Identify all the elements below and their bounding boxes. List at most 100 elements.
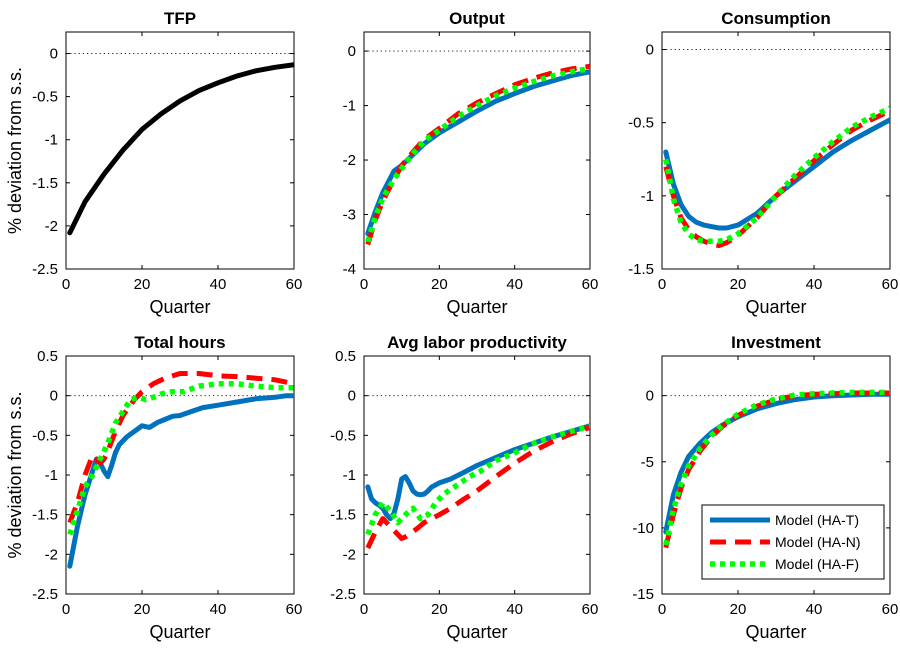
y-tick-label: -2.5	[32, 261, 58, 278]
y-tick-label: -1.5	[32, 175, 58, 192]
series-group	[67, 371, 294, 569]
y-tick-label: -3	[343, 207, 356, 224]
y-tick-label: -5	[641, 454, 654, 471]
panel-title: Consumption	[721, 9, 831, 28]
y-tick-label: -0.5	[32, 427, 58, 444]
panel-title: Output	[449, 9, 505, 28]
x-tick-label: 40	[506, 276, 523, 293]
legend: Model (HA-T) Model (HA-N) Model (HA-F)	[701, 504, 885, 580]
series-line-model-ha-n	[365, 63, 590, 246]
y-axis-label: % deviation from s.s.	[5, 67, 25, 234]
y-tick-label: 0	[646, 388, 654, 405]
x-tick-label: 40	[806, 601, 823, 618]
y-tick-label: -1.5	[330, 507, 356, 524]
y-tick-label: -2	[343, 152, 356, 169]
y-tick-label: -1	[45, 132, 58, 149]
x-axis-label: Quarter	[446, 297, 507, 317]
x-tick-label: 0	[658, 276, 666, 293]
x-tick-label: 0	[658, 601, 666, 618]
panel-output: -4 -3 -2 -1 0 0 20 40 60 Output Quarter	[343, 9, 599, 317]
x-tick-label: 40	[210, 276, 227, 293]
x-tick-label: 0	[360, 601, 368, 618]
x-tick-label: 0	[62, 601, 70, 618]
series-line-model-ha-t	[365, 423, 590, 522]
series-line-model-ha-t	[365, 69, 590, 237]
series-group	[365, 63, 590, 246]
panels-group: -2.5 -2 -1.5 -1 -0.5 0 0 20 40 60 TFP Quarter % devi…	[5, 9, 898, 642]
panel-investment: -15 -10 -5 0 0 20 40 60 Investment Quarter	[632, 333, 898, 642]
x-tick-label: 20	[134, 276, 151, 293]
legend-label-model-ha-t: Model (HA-T)	[775, 512, 859, 528]
axes-frame	[363, 355, 591, 595]
x-tick-label: 20	[730, 601, 747, 618]
x-tick-label: 40	[506, 601, 523, 618]
panel-title: TFP	[164, 9, 196, 28]
y-tick-label: 0	[348, 388, 356, 405]
axes-frame	[65, 31, 295, 270]
y-tick-label: 0.5	[37, 348, 58, 365]
panel-tfp: -2.5 -2 -1.5 -1 -0.5 0 0 20 40 60 TFP Quarter % devi…	[5, 9, 302, 317]
series-line-model-ha-f	[663, 389, 890, 546]
series-line-model-ha-n	[365, 425, 590, 550]
x-axis-label: Quarter	[745, 297, 806, 317]
y-tick-label: 0.5	[335, 348, 356, 365]
y-tick-label: -0.5	[628, 115, 654, 132]
x-tick-label: 60	[286, 276, 303, 293]
x-tick-label: 20	[134, 601, 151, 618]
y-axis-label: % deviation from s.s.	[5, 391, 25, 558]
axes-frame	[363, 31, 591, 270]
panel-title: Avg labor productivity	[387, 333, 567, 352]
x-tick-label: 20	[730, 276, 747, 293]
x-tick-label: 60	[882, 601, 899, 618]
y-tick-label: -1.5	[628, 261, 654, 278]
y-tick-label: -0.5	[32, 89, 58, 106]
y-tick-label: -1	[641, 188, 654, 205]
legend-label-model-ha-f: Model (HA-F)	[775, 556, 859, 572]
panel-total-hours: -2.5 -2 -1.5 -1 -0.5 0 0.5 0 20 40 60 Total hours Qu…	[5, 333, 302, 642]
panel-avg-labor-productivity: -2.5 -2 -1.5 -1 -0.5 0 0.5 0 20 40 60 Avg labor pro…	[330, 333, 598, 642]
y-tick-label: 0	[646, 42, 654, 59]
x-tick-label: 60	[286, 601, 303, 618]
panel-consumption: -1.5 -1 -0.5 0 0 20 40 60 Consumption Quarter	[628, 9, 898, 317]
series-line-model-ha-f	[365, 423, 590, 536]
x-tick-label: 60	[582, 276, 599, 293]
series-line-model-ha-t	[663, 117, 890, 231]
x-tick-label: 60	[582, 601, 599, 618]
x-tick-label: 20	[431, 601, 448, 618]
y-tick-label: -1.5	[32, 507, 58, 524]
x-tick-label: 40	[806, 276, 823, 293]
series-group	[663, 105, 890, 249]
x-axis-label: Quarter	[745, 622, 806, 642]
legend-label-model-ha-n: Model (HA-N)	[775, 534, 861, 550]
y-tick-label: -2	[45, 546, 58, 563]
series-line-model-ha-f	[67, 381, 294, 536]
series-line-model-ha-n	[67, 371, 294, 524]
x-tick-label: 0	[360, 276, 368, 293]
series-group	[663, 389, 890, 549]
x-tick-label: 40	[210, 601, 227, 618]
y-tick-label: -0.5	[330, 427, 356, 444]
x-tick-label: 20	[431, 276, 448, 293]
y-tick-label: -1	[343, 467, 356, 484]
y-tick-label: -2	[343, 546, 356, 563]
y-tick-label: 0	[50, 46, 58, 63]
y-tick-label: -2	[45, 218, 58, 235]
y-tick-label: -4	[343, 261, 356, 278]
series-group	[67, 62, 294, 236]
y-tick-label: -2.5	[330, 586, 356, 603]
x-tick-label: 0	[62, 276, 70, 293]
y-tick-label: -1	[45, 467, 58, 484]
panel-title: Total hours	[134, 333, 225, 352]
x-axis-label: Quarter	[149, 622, 210, 642]
y-tick-label: -2.5	[32, 586, 58, 603]
y-tick-label: -10	[632, 520, 654, 537]
x-axis-label: Quarter	[149, 297, 210, 317]
x-tick-label: 60	[882, 276, 899, 293]
axes-frame	[661, 31, 891, 270]
panel-title: Investment	[731, 333, 821, 352]
series-line-tfp	[67, 62, 294, 236]
y-tick-label: 0	[50, 388, 58, 405]
x-axis-label: Quarter	[446, 622, 507, 642]
y-tick-label: 0	[348, 43, 356, 60]
